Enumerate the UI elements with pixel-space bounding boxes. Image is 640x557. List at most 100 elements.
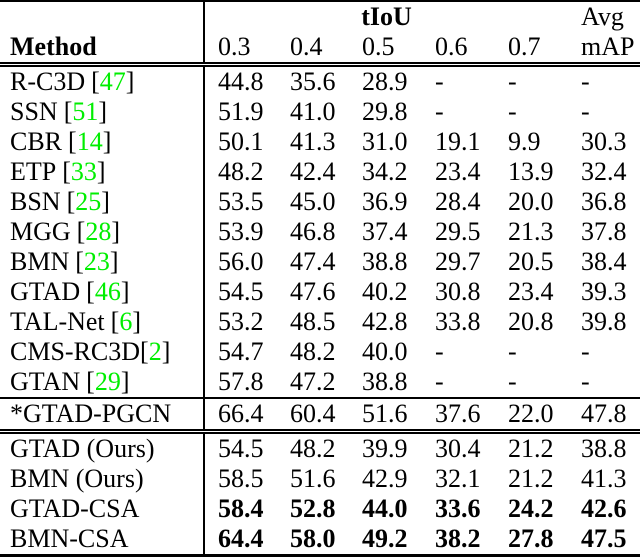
table-row: GTAD (Ours) 54.5 48.2 39.9 30.4 21.2 38.…: [0, 431, 640, 464]
citation: [33]: [62, 157, 105, 186]
method-name: MGG: [10, 217, 71, 246]
method-name: R-C3D: [10, 67, 86, 96]
value-cell-06: 19.1: [435, 127, 481, 156]
value-cell-05: 28.9: [362, 67, 408, 96]
method-name: BMN (Ours): [10, 464, 144, 493]
value-cell-03: 48.2: [218, 157, 264, 186]
value-cell-06: 32.1: [435, 464, 481, 493]
method-cell: MGG [28]: [0, 217, 205, 247]
header-row-group: tIoU Avg: [0, 1, 640, 32]
citation-close-bracket: ]: [101, 187, 110, 216]
value-cell-05: 31.0: [362, 127, 408, 156]
citation-open-bracket: [: [140, 337, 149, 366]
header-row-sub: Method 0.3 0.4 0.5 0.6 0.7 mAP: [0, 32, 640, 67]
value-cell-05: 39.9: [362, 434, 408, 463]
header-avg-line1: Avg: [581, 2, 624, 31]
method-cell: BMN-CSA: [0, 524, 205, 557]
value-cell-06: 38.2: [422, 524, 495, 557]
value-cell-04: 41.3: [290, 127, 336, 156]
table-row: GTAN [29] 57.8 47.2 38.8 - - -: [0, 367, 640, 398]
value-cell-06: 30.8: [435, 277, 481, 306]
value-cell-07: -: [508, 67, 517, 96]
value-cell-06: -: [435, 97, 444, 126]
citation-open-bracket: [: [75, 247, 84, 276]
value-cell-04: 47.4: [290, 247, 336, 276]
value-cell-05: 42.8: [362, 307, 408, 336]
value-cell-05: 37.4: [362, 217, 408, 246]
value-cell-avg: 32.4: [581, 157, 627, 186]
method-name: BMN: [10, 247, 70, 276]
value-cell-06: 29.5: [435, 217, 481, 246]
value-cell-avg: -: [581, 67, 590, 96]
value-cell-06: 29.7: [435, 247, 481, 276]
value-cell-04: 42.4: [290, 157, 336, 186]
method-name: TAL-Net: [10, 307, 105, 336]
header-tiou-group: tIoU: [361, 2, 412, 31]
method-cell: CMS-RC3D[2]: [0, 337, 205, 367]
value-cell-05: 51.6: [349, 397, 422, 434]
method-cell: GTAD-CSA: [0, 494, 205, 524]
value-cell-04: 48.2: [290, 337, 336, 366]
value-cell-03: 54.5: [218, 277, 264, 306]
table-header: tIoU Avg Method 0.3 0.4 0.5 0.6 0.7 mAP: [0, 1, 640, 67]
citation: [47]: [91, 67, 134, 96]
citation-number: 33: [70, 157, 97, 186]
value-cell-05: 42.9: [362, 464, 408, 493]
value-cell-avg: 42.6: [581, 494, 627, 523]
citation-number: 47: [99, 67, 126, 96]
section-ours: GTAD (Ours) 54.5 48.2 39.9 30.4 21.2 38.…: [0, 431, 640, 557]
value-cell-03: 50.1: [218, 127, 264, 156]
method-cell: GTAD (Ours): [0, 431, 205, 464]
value-cell-06: -: [435, 367, 444, 396]
method-name: BMN-CSA: [10, 524, 129, 553]
table-row: BMN-CSA 64.4 58.0 49.2 38.2 27.8 47.5: [0, 524, 640, 557]
method-name: GTAD (Ours): [10, 434, 155, 463]
citation-close-bracket: ]: [125, 67, 135, 96]
citation-close-bracket: ]: [132, 307, 141, 336]
value-cell-04: 46.8: [290, 217, 336, 246]
citation-open-bracket: [: [63, 97, 73, 126]
citation-close-bracket: ]: [109, 247, 119, 276]
citation-open-bracket: [: [91, 67, 100, 96]
citation-open-bracket: [: [76, 217, 86, 246]
value-cell-03: 53.9: [218, 217, 264, 246]
value-cell-04: 47.6: [290, 277, 336, 306]
value-cell-avg: 41.3: [581, 464, 627, 493]
value-cell-07: 27.8: [495, 524, 568, 557]
method-name: GTAD: [10, 277, 81, 306]
value-cell-avg: 38.4: [581, 247, 627, 276]
method-name: *GTAD-PGCN: [10, 399, 172, 428]
citation-number: 25: [75, 187, 102, 216]
value-cell-03: 64.4: [204, 524, 277, 557]
citation-close-bracket: ]: [98, 97, 108, 126]
value-cell-05: 34.2: [362, 157, 408, 186]
table-row: TAL-Net [6] 53.2 48.5 42.8 33.8 20.8 39.8: [0, 307, 640, 337]
value-cell-03: 51.9: [218, 97, 264, 126]
value-cell-07: 20.8: [508, 307, 554, 336]
citation-close-bracket: ]: [96, 157, 106, 186]
citation-open-bracket: [: [68, 127, 77, 156]
table-row: ETP [33] 48.2 42.4 34.2 23.4 13.9 32.4: [0, 157, 640, 187]
value-cell-06: 30.4: [435, 434, 481, 463]
value-cell-04: 52.8: [290, 494, 336, 523]
citation-close-bracket: ]: [161, 337, 171, 366]
citation-open-bracket: [: [86, 277, 95, 306]
value-cell-04: 45.0: [290, 187, 336, 216]
header-threshold-04: 0.4: [277, 32, 349, 67]
value-cell-03: 66.4: [204, 397, 277, 434]
value-cell-04: 41.0: [290, 97, 336, 126]
value-cell-04: 58.0: [277, 524, 349, 557]
value-cell-avg: 36.8: [581, 187, 627, 216]
citation-number: 28: [85, 217, 112, 246]
value-cell-avg: 47.8: [568, 397, 640, 434]
citation: [28]: [77, 217, 120, 246]
value-cell-07: 23.4: [508, 277, 554, 306]
header-threshold-03: 0.3: [204, 32, 277, 67]
citation-number: 51: [72, 97, 99, 126]
value-cell-04: 47.2: [290, 367, 336, 396]
section-prior-methods: R-C3D [47] 44.8 35.6 28.9 - - - SSN [51] 5…: [0, 64, 640, 398]
method-cell: *GTAD-PGCN: [0, 397, 205, 434]
citation-open-bracket: [: [66, 187, 76, 216]
header-threshold-07: 0.7: [495, 32, 568, 67]
